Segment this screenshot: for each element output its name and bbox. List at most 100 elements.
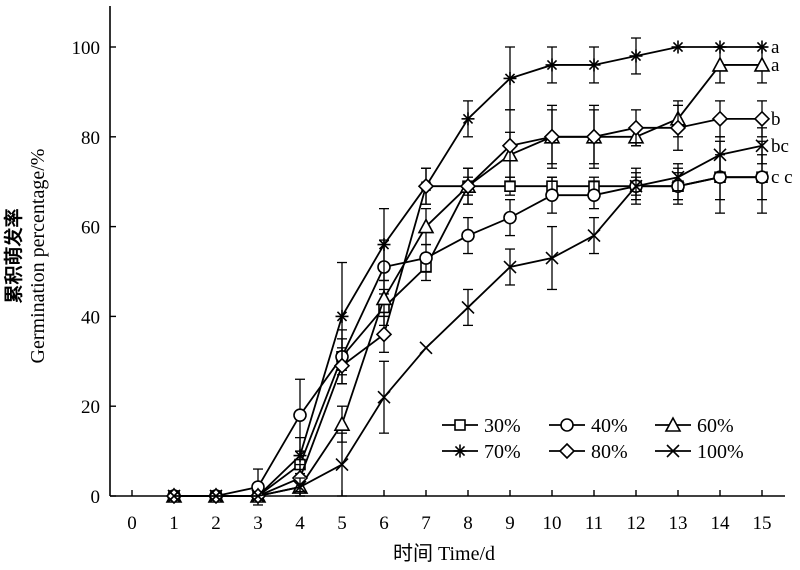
data-point — [669, 119, 687, 136]
legend-marker — [664, 416, 682, 432]
legend-marker — [454, 419, 466, 431]
series-100pct — [167, 127, 769, 503]
data-point — [377, 390, 391, 404]
significance-letter: a — [771, 55, 780, 76]
legend-item: 30% — [442, 415, 521, 437]
y-tick-label: 20 — [81, 397, 100, 418]
x-tick-label: 8 — [463, 513, 473, 534]
data-point — [755, 139, 769, 153]
y-tick-label: 0 — [91, 487, 101, 508]
data-point — [501, 137, 519, 154]
data-point — [335, 309, 349, 323]
data-point — [461, 228, 475, 243]
legend-label: 70% — [484, 441, 521, 463]
data-point — [375, 326, 393, 343]
data-point — [459, 178, 477, 195]
significance-letter: b — [771, 109, 781, 130]
x-tick-label: 14 — [711, 513, 731, 534]
legend-item: 100% — [655, 441, 744, 463]
data-point — [587, 58, 601, 72]
x-tick-label: 9 — [505, 513, 515, 534]
data-point — [333, 415, 351, 431]
data-point — [629, 49, 643, 63]
x-tick-label: 10 — [543, 513, 562, 534]
x-tick-label: 11 — [585, 513, 603, 534]
legend-marker — [666, 444, 680, 458]
x-tick-label: 2 — [211, 513, 221, 534]
legend-label: 60% — [697, 415, 734, 437]
data-point — [711, 110, 729, 127]
significance-annotations: aa b bc c c — [771, 37, 793, 188]
y-axis-label-chinese: 累积萌发率 — [2, 208, 25, 303]
significance-letter: a — [771, 37, 780, 58]
data-point — [629, 179, 643, 193]
x-tick-label: 3 — [253, 513, 263, 534]
x-tick-label: 4 — [295, 513, 305, 534]
data-point — [417, 178, 435, 195]
data-point — [209, 489, 223, 503]
x-tick-label: 7 — [421, 513, 431, 534]
data-point — [504, 180, 516, 192]
data-point — [545, 58, 559, 72]
legend-item: 40% — [549, 415, 628, 437]
data-point — [545, 188, 559, 202]
y-tick-label: 80 — [81, 128, 100, 149]
y-tick-label: 60 — [81, 218, 100, 239]
data-point — [753, 110, 771, 127]
data-point — [755, 170, 769, 185]
data-point — [417, 217, 435, 234]
data-point — [375, 289, 393, 306]
data-point — [671, 40, 685, 54]
legend-marker — [558, 442, 576, 460]
x-tick-label: 0 — [127, 513, 137, 534]
y-tick-label: 100 — [72, 38, 101, 59]
data-point — [251, 489, 265, 503]
data-point — [419, 251, 433, 265]
data-point — [587, 229, 601, 243]
legend-label: 30% — [484, 415, 521, 437]
x-axis-label: 时间 Time/d — [393, 542, 495, 565]
data-point — [585, 128, 603, 145]
x-tick-label: 13 — [669, 513, 688, 534]
data-point — [293, 449, 307, 463]
data-point — [461, 300, 475, 314]
data-point — [503, 71, 517, 85]
legend-item: 60% — [655, 415, 734, 437]
data-point — [503, 210, 517, 225]
data-point — [755, 40, 769, 54]
x-tick-label: 5 — [337, 513, 347, 534]
data-point — [543, 128, 561, 145]
legend-label: 80% — [591, 441, 628, 463]
data-point — [713, 148, 727, 162]
legend-item: 70% — [442, 441, 521, 463]
legend: 30% 40% 60% 70% 80% 100% — [442, 415, 744, 463]
series-40pct — [167, 154, 769, 506]
data-point — [293, 408, 307, 422]
x-tick-label: 6 — [379, 513, 389, 534]
data-point — [671, 170, 685, 184]
data-point — [333, 357, 351, 374]
significance-letter: c c — [771, 167, 793, 188]
data-point — [713, 40, 727, 54]
legend-label: 40% — [591, 415, 628, 437]
x-tick-label: 12 — [627, 513, 646, 534]
y-axis-label-english: Germination percentage/% — [27, 149, 49, 364]
data-point — [587, 188, 601, 202]
legend-marker — [453, 444, 467, 458]
legend-label: 100% — [697, 441, 744, 463]
data-point — [419, 341, 433, 355]
data-point — [545, 251, 559, 265]
legend-marker — [560, 418, 574, 432]
data-point — [167, 489, 181, 503]
data-point — [503, 260, 517, 274]
data-point — [753, 56, 771, 72]
axes — [109, 6, 785, 497]
x-tick-label: 15 — [753, 513, 772, 534]
significance-letter: bc — [771, 136, 789, 157]
data-point — [293, 480, 307, 494]
legend-item: 80% — [549, 441, 628, 463]
data-point — [461, 112, 475, 126]
x-tick-label: 1 — [169, 513, 179, 534]
